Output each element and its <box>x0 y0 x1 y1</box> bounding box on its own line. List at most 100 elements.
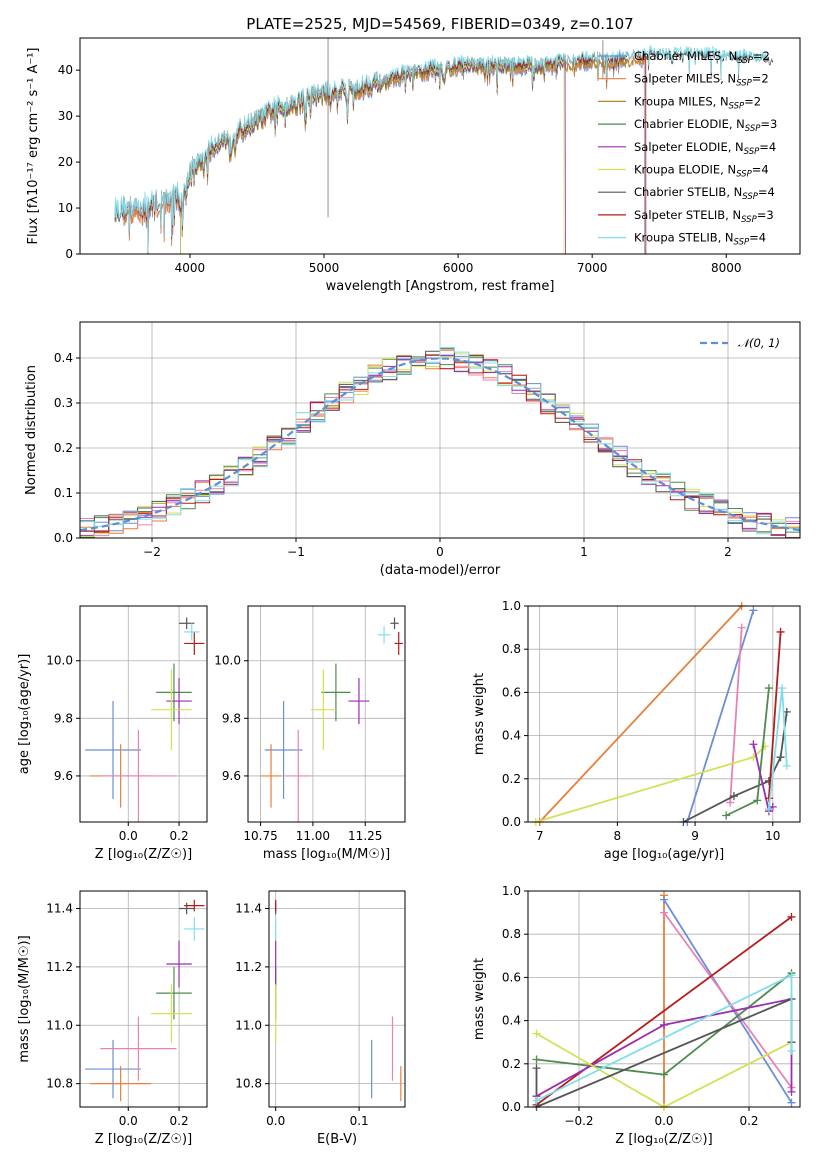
plot-frame <box>268 890 406 1108</box>
error-bar-point <box>184 623 200 641</box>
error-bar-point <box>156 663 192 722</box>
y-tick-label: 0.1 <box>54 486 73 500</box>
x-tick-label: 4000 <box>175 261 206 275</box>
mass-weight-marker <box>787 912 796 921</box>
error-bar-point <box>377 626 391 644</box>
x-tick-label: −1 <box>287 545 305 559</box>
legend-entry: Kroupa MILES, NSSP=2 <box>634 94 761 111</box>
x-tick-label: 0.1 <box>350 1114 369 1128</box>
y-tick-label: 0.8 <box>502 642 521 656</box>
mass-weight-marker <box>532 1055 541 1064</box>
spectrum-series-line <box>122 56 647 254</box>
error-bar-point <box>100 729 177 822</box>
y-tick-label: 0.3 <box>54 396 73 410</box>
y-tick-label: 9.6 <box>54 769 73 783</box>
error-bar-point <box>394 631 403 655</box>
mass-weight-line <box>536 1032 792 1107</box>
x-axis-label: mass [log₁₀(M/M☉)] <box>263 847 390 862</box>
error-bar-point <box>184 631 205 655</box>
mass-weight-marker <box>722 811 731 820</box>
y-tick-label: 11.2 <box>46 960 73 974</box>
mass-weight-marker <box>787 1087 796 1096</box>
x-axis-label: Z [log₁₀(Z/Z☉)] <box>95 847 192 862</box>
y-tick-label: 11.2 <box>235 960 262 974</box>
error-bar-point <box>85 701 141 799</box>
error-bar-point <box>264 701 303 799</box>
y-tick-label: 11.4 <box>235 902 262 916</box>
y-tick-label: 9.6 <box>222 769 241 783</box>
error-bar-point <box>184 899 205 912</box>
x-axis-label: Z [log₁₀(Z/Z☉)] <box>615 1132 712 1147</box>
x-tick-label: −2 <box>143 545 161 559</box>
x-tick-label: 10.75 <box>243 829 277 843</box>
x-axis-label: E(B-V) <box>317 1132 357 1147</box>
y-tick-label: 0.6 <box>502 970 521 984</box>
y-tick-label: 30 <box>58 109 73 123</box>
y-tick-label: 11.0 <box>235 1018 262 1032</box>
error-bar-point <box>166 678 192 725</box>
y-tick-label: 0 <box>65 247 73 261</box>
spectrum-series-line <box>114 44 767 253</box>
mass-weight-marker <box>776 627 785 636</box>
x-tick-label: 6000 <box>443 261 474 275</box>
x-tick-label: 0.2 <box>170 829 189 843</box>
x-axis-label: Z [log₁₀(Z/Z☉)] <box>95 1132 192 1147</box>
y-axis-label: Normed distribution <box>24 365 39 495</box>
error-bar-point <box>151 669 192 750</box>
mass-weight-vs-age-panel: 7 8 9 10 0.0 0.2 0.4 0.6 0.8 1.0 age [log₁₀(age/yr… <box>472 599 801 862</box>
plot-frame <box>79 890 208 1108</box>
mass-weight-marker <box>729 792 738 801</box>
mass-weight-marker <box>660 1070 668 1079</box>
mass-weight-vs-metallicity-panel: −0.2 0.0 0.2 0.0 0.2 0.4 0.6 0.8 1.0 Z [log₁₀(Z/Z… <box>472 884 801 1147</box>
error-bar-point <box>260 744 282 808</box>
legend-entry: Chabrier MILES, NSSP=2 <box>634 49 770 66</box>
x-tick-label: 0 <box>436 545 444 559</box>
mass-weight-marker <box>749 606 758 615</box>
y-tick-label: 10.0 <box>214 654 241 668</box>
mass-weight-marker <box>782 761 791 770</box>
plot-frame <box>527 890 801 1108</box>
x-tick-label: 0.0 <box>654 1114 673 1128</box>
mass-vs-ebv-panel: 0.0 0.1 10.8 11.0 11.2 11.4 E(B-V) <box>235 890 406 1147</box>
mass-weight-marker <box>787 1098 796 1107</box>
legend-entry: Kroupa ELODIE, NSSP=4 <box>634 163 769 180</box>
x-tick-label: 9 <box>691 829 699 843</box>
error-bar-point <box>151 984 192 1043</box>
y-tick-label: 0.0 <box>502 1100 521 1114</box>
normal-reference-curve <box>79 357 801 532</box>
mass-weight-marker <box>749 740 758 749</box>
y-axis-label: Flux [fλ10⁻¹⁷ erg cm⁻² s⁻¹ A⁻¹] <box>26 48 41 245</box>
y-tick-label: 40 <box>58 63 73 77</box>
y-tick-label: 10 <box>58 201 73 215</box>
error-bar-point <box>100 1016 177 1081</box>
age-vs-metallicity-panel: 0.0 0.2 9.6 9.8 10.0 Z [log₁₀(Z/Z☉)] age [log₁… <box>17 605 208 862</box>
error-bar-point <box>85 1039 141 1099</box>
x-tick-label: 0.0 <box>266 1114 285 1128</box>
mass-weight-line <box>729 627 743 803</box>
mass-weight-line <box>768 631 782 799</box>
y-tick-label: 0.6 <box>502 685 521 699</box>
plot-frame <box>79 37 801 255</box>
x-tick-label: 2 <box>724 545 732 559</box>
error-bar-point <box>166 940 192 988</box>
error-bar-point <box>285 729 311 822</box>
error-bar-point <box>156 966 192 1020</box>
y-tick-label: 11.0 <box>46 1018 73 1032</box>
y-tick-label: 1.0 <box>502 599 521 613</box>
legend-entry: Salpeter ELODIE, NSSP=4 <box>634 140 776 157</box>
error-bar-point <box>348 678 370 725</box>
y-tick-label: 9.8 <box>54 711 73 725</box>
y-tick-label: 0.2 <box>502 772 521 786</box>
mass-weight-marker <box>532 1064 541 1073</box>
y-tick-label: 9.8 <box>222 711 241 725</box>
mass-weight-marker <box>787 1046 796 1055</box>
x-axis-label: wavelength [Angstrom, rest frame] <box>326 279 555 294</box>
mass-weight-line <box>539 606 743 822</box>
y-tick-label: 10.8 <box>46 1077 73 1091</box>
y-tick-label: 10.8 <box>235 1077 262 1091</box>
x-tick-label: 5000 <box>309 261 340 275</box>
x-tick-label: 0.0 <box>119 829 138 843</box>
legend-entry: Chabrier ELODIE, NSSP=3 <box>634 117 777 134</box>
mass-vs-metallicity-panel: 0.0 0.2 10.8 11.0 11.2 11.4 Z [log₁₀(Z/Z☉)] mas… <box>17 890 208 1147</box>
